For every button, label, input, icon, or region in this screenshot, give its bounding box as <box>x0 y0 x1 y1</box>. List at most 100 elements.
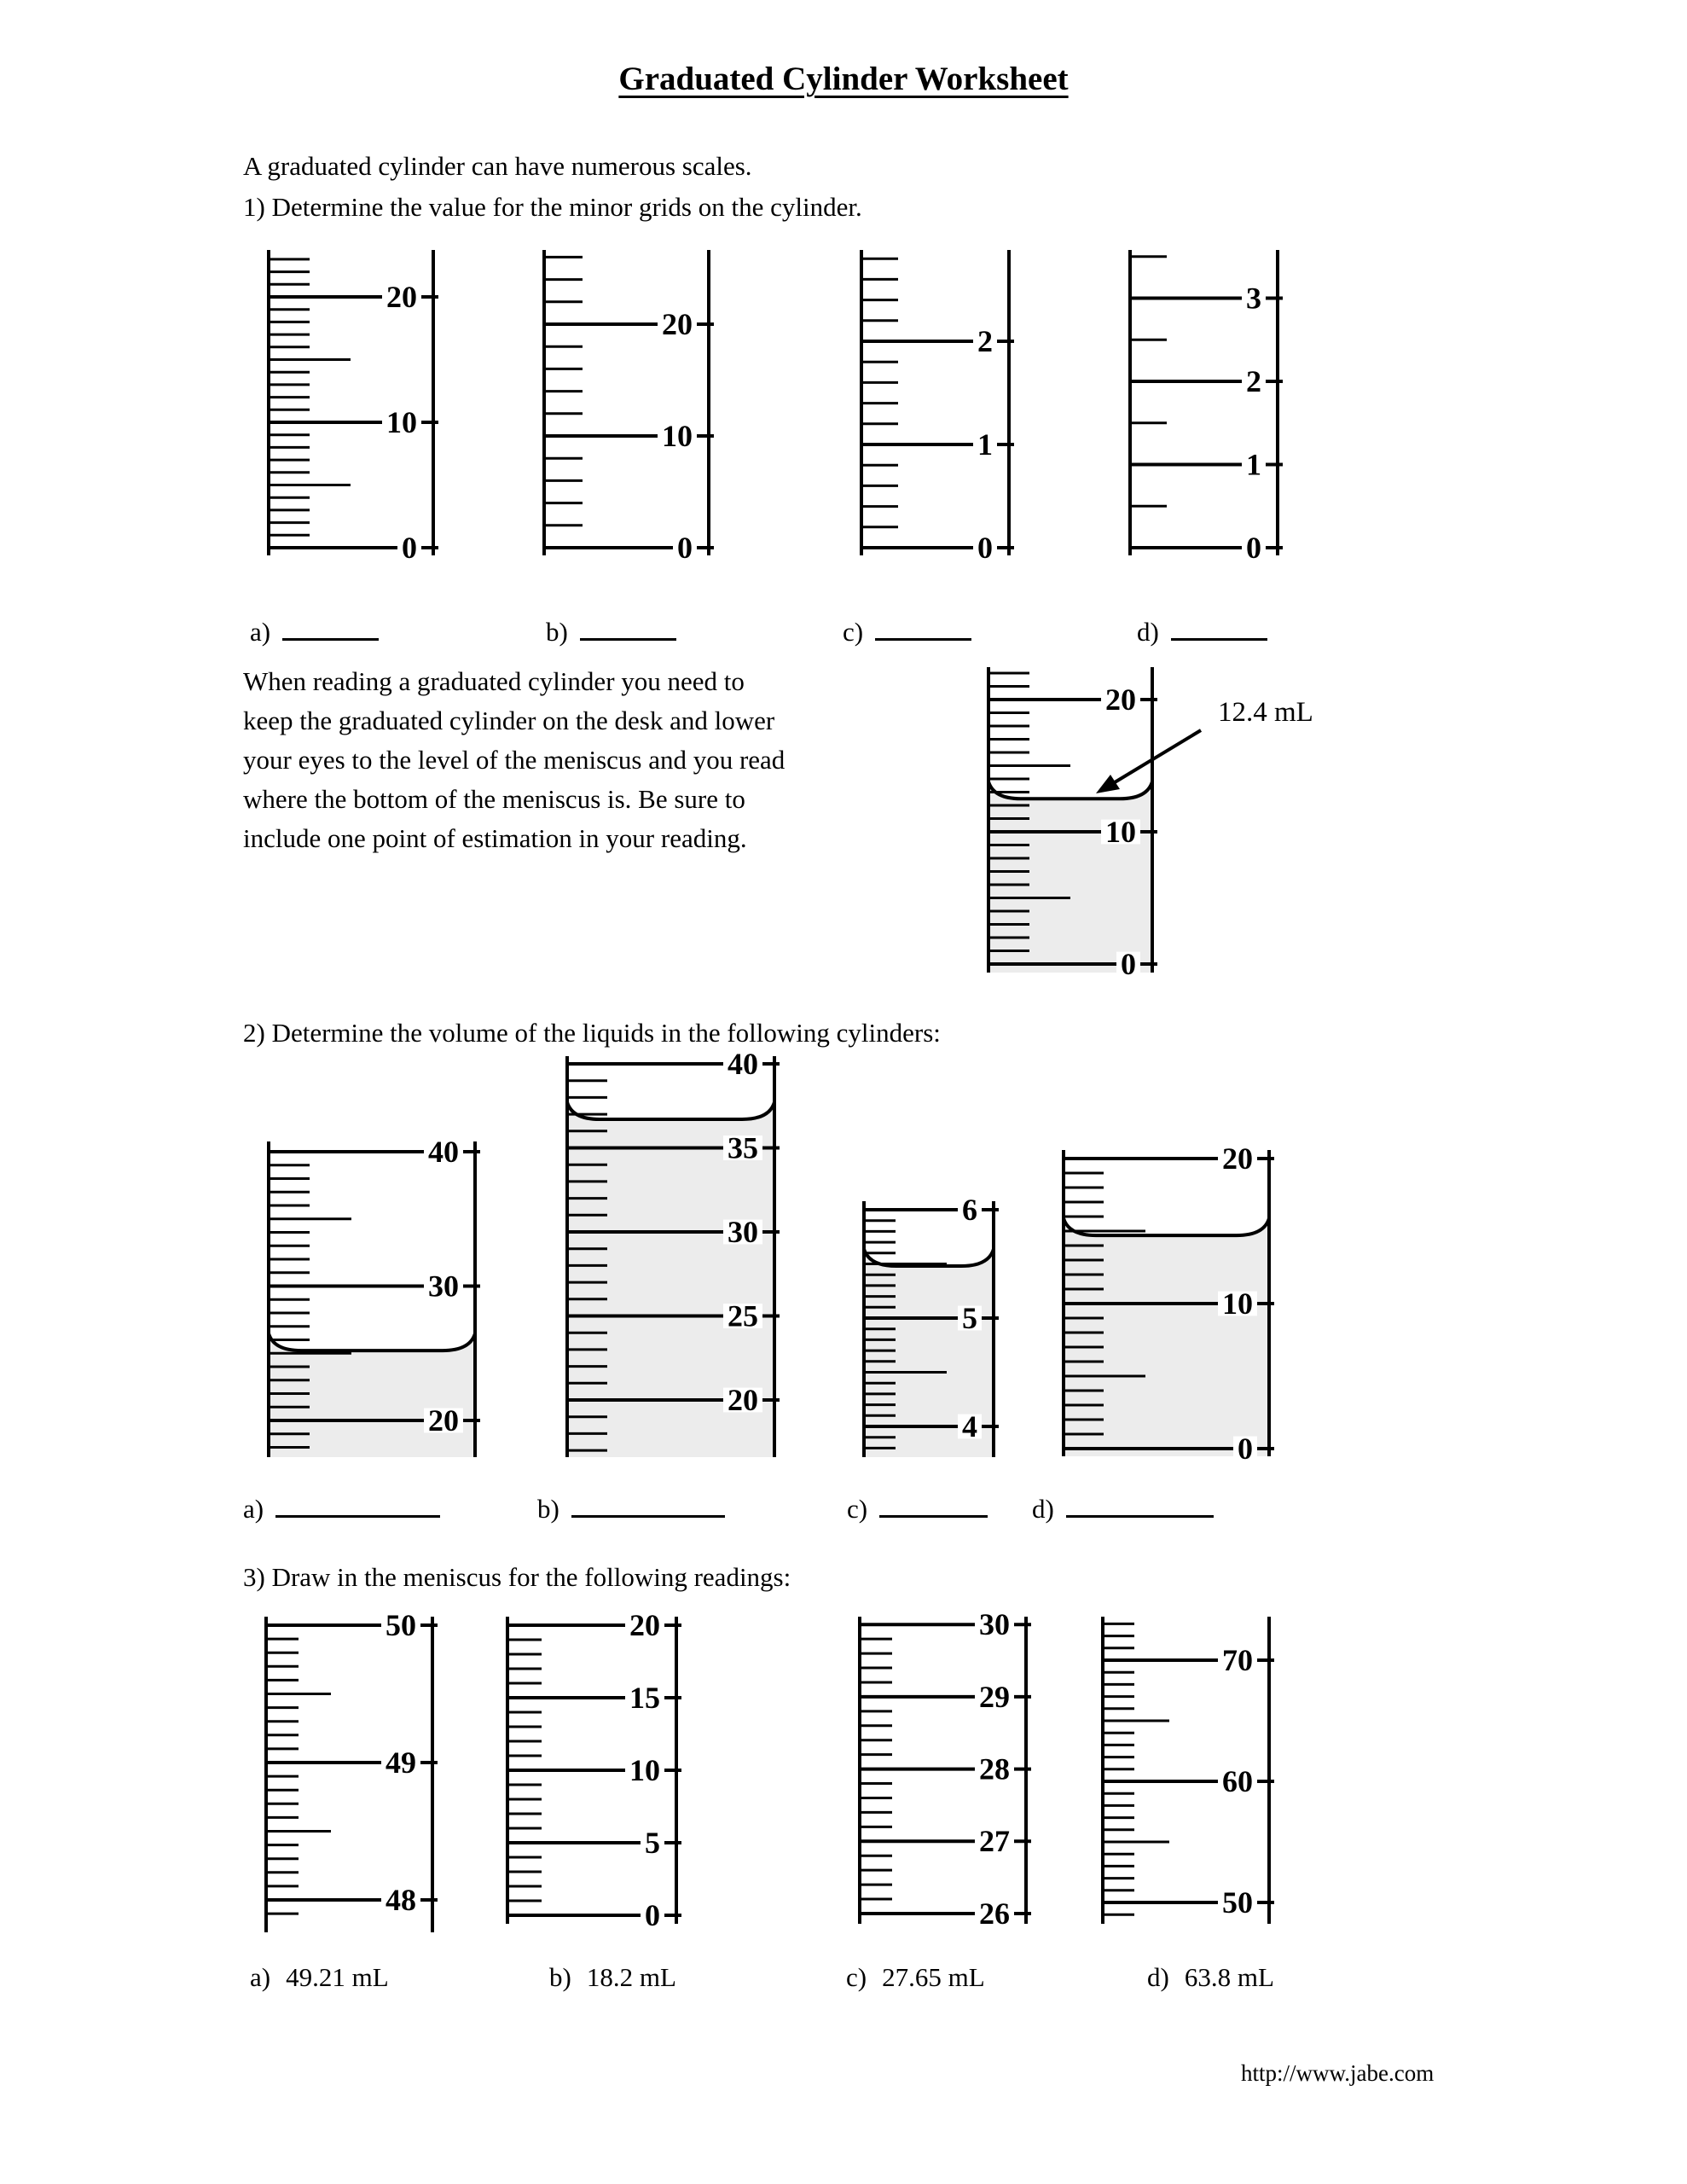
label-backplate <box>658 423 697 449</box>
label-backplate <box>973 328 997 354</box>
cylinder-q1a: 0 10 20 <box>267 250 438 565</box>
label-backplate <box>975 1612 1014 1637</box>
q2-answer-b: b) <box>537 1484 725 1525</box>
label-backplate <box>382 410 421 435</box>
scale-label: 48 <box>386 1883 416 1917</box>
label-backplate <box>1218 1146 1257 1171</box>
label-backplate <box>641 1902 664 1928</box>
label-backplate <box>382 284 421 310</box>
scale-label: 1 <box>1246 447 1261 481</box>
scale-label: 0 <box>402 531 417 565</box>
q2-answer-d: d) <box>1032 1484 1214 1525</box>
cylinder-q1b: 0 10 20 <box>542 250 714 565</box>
label-backplate <box>673 535 697 561</box>
q1-answer-b-label: b) <box>546 617 568 647</box>
cylinder-q1d: 0 1 2 3 <box>1128 250 1283 565</box>
answer-blank <box>1170 607 1267 641</box>
liquid-fill <box>1064 1218 1269 1456</box>
q1-answer-b: b) <box>546 607 676 648</box>
reading-note-line: your eyes to the level of the meniscus a… <box>243 745 786 775</box>
q2-answer-a: a) <box>243 1484 441 1525</box>
answer-blank <box>571 1484 725 1518</box>
q3-answer-b-label: b) <box>549 1962 571 1992</box>
scale-label: 20 <box>728 1383 758 1417</box>
label-backplate <box>973 535 997 561</box>
answer-blank <box>579 607 676 641</box>
label-backplate <box>641 1830 664 1856</box>
liquid-fill <box>567 1102 774 1457</box>
scale-label: 0 <box>677 531 693 565</box>
label-backplate <box>975 1901 1014 1926</box>
label-backplate <box>658 311 697 337</box>
reading-note: When reading a graduated cylinder you ne… <box>243 662 785 858</box>
label-backplate <box>1233 1436 1257 1461</box>
q3-answer-d-label: d) <box>1147 1962 1169 1992</box>
reading-note-line: keep the graduated cylinder on the desk … <box>243 706 775 735</box>
callout-arrowhead-icon <box>1096 775 1120 793</box>
scale-label: 1 <box>977 427 993 462</box>
q1-answer-c: c) <box>843 607 972 648</box>
reading-note-line: include one point of estimation in your … <box>243 823 747 853</box>
label-backplate <box>1242 369 1266 394</box>
reading-note-line: When reading a graduated cylinder you ne… <box>243 666 745 696</box>
label-backplate <box>397 535 421 561</box>
scale-label: 10 <box>1105 815 1136 849</box>
label-backplate <box>958 1305 982 1331</box>
label-backplate <box>381 1750 420 1775</box>
scale-label: 30 <box>728 1215 758 1249</box>
label-backplate <box>975 1828 1014 1854</box>
cylinders-group: 0102001020012012301020203040202530354045… <box>264 250 1283 1932</box>
scale-label: 20 <box>386 280 417 314</box>
label-backplate <box>1218 1647 1257 1673</box>
scale-label: 20 <box>1222 1141 1253 1176</box>
scale-label: 10 <box>629 1753 660 1787</box>
scale-label: 20 <box>1105 682 1136 717</box>
scale-label: 50 <box>386 1608 416 1642</box>
label-backplate <box>723 1304 762 1328</box>
q2-answer-a-label: a) <box>243 1494 264 1524</box>
q1-answer-d-label: d) <box>1137 617 1159 647</box>
label-backplate <box>973 432 997 457</box>
scale-label: 25 <box>728 1298 758 1333</box>
scale-label: 0 <box>1246 531 1261 565</box>
scale-label: 10 <box>662 419 693 453</box>
label-backplate <box>723 1051 762 1077</box>
meniscus-line <box>862 1248 995 1269</box>
scale-label: 30 <box>979 1607 1010 1641</box>
cylinder-q2a: 20 30 40 <box>267 1135 480 1457</box>
liquid-fill <box>988 781 1152 973</box>
scale-label: 2 <box>1246 364 1261 398</box>
cylinder-q2b: 20 25 30 35 40 <box>565 1047 780 1457</box>
label-backplate <box>1116 951 1140 977</box>
label-backplate <box>958 1414 982 1439</box>
label-backplate <box>1242 286 1266 311</box>
meniscus-line <box>565 1101 776 1122</box>
label-backplate <box>1242 452 1266 477</box>
cylinder-q2d: 0 10 20 <box>1062 1141 1274 1466</box>
answer-blank <box>875 607 972 641</box>
scale-label: 40 <box>428 1135 459 1169</box>
answer-blank <box>282 607 380 641</box>
label-backplate <box>975 1684 1014 1710</box>
label-backplate <box>723 1219 762 1245</box>
intro-text: A graduated cylinder can have numerous s… <box>243 151 752 181</box>
scale-label: 50 <box>1222 1885 1253 1920</box>
q3-answer-c-label: c) <box>846 1962 867 1992</box>
label-backplate <box>424 1274 463 1298</box>
scale-label: 6 <box>962 1193 977 1227</box>
meniscus-line <box>987 781 1154 801</box>
liquid-fill <box>269 1333 475 1457</box>
scale-label: 3 <box>1246 281 1261 315</box>
q1-answer-a: a) <box>250 607 380 648</box>
scale-label: 5 <box>962 1301 977 1335</box>
meniscus-line <box>267 1333 477 1353</box>
scale-label: 40 <box>728 1047 758 1081</box>
label-backplate <box>1101 819 1140 845</box>
q3-answer-c: c) 27.65 mL <box>846 1962 985 1993</box>
liquid-fill <box>864 1249 994 1457</box>
q1-answer-d: d) <box>1137 607 1267 648</box>
scale-label: 70 <box>1222 1643 1253 1677</box>
q3-answer-d: d) 63.8 mL <box>1147 1962 1274 1993</box>
